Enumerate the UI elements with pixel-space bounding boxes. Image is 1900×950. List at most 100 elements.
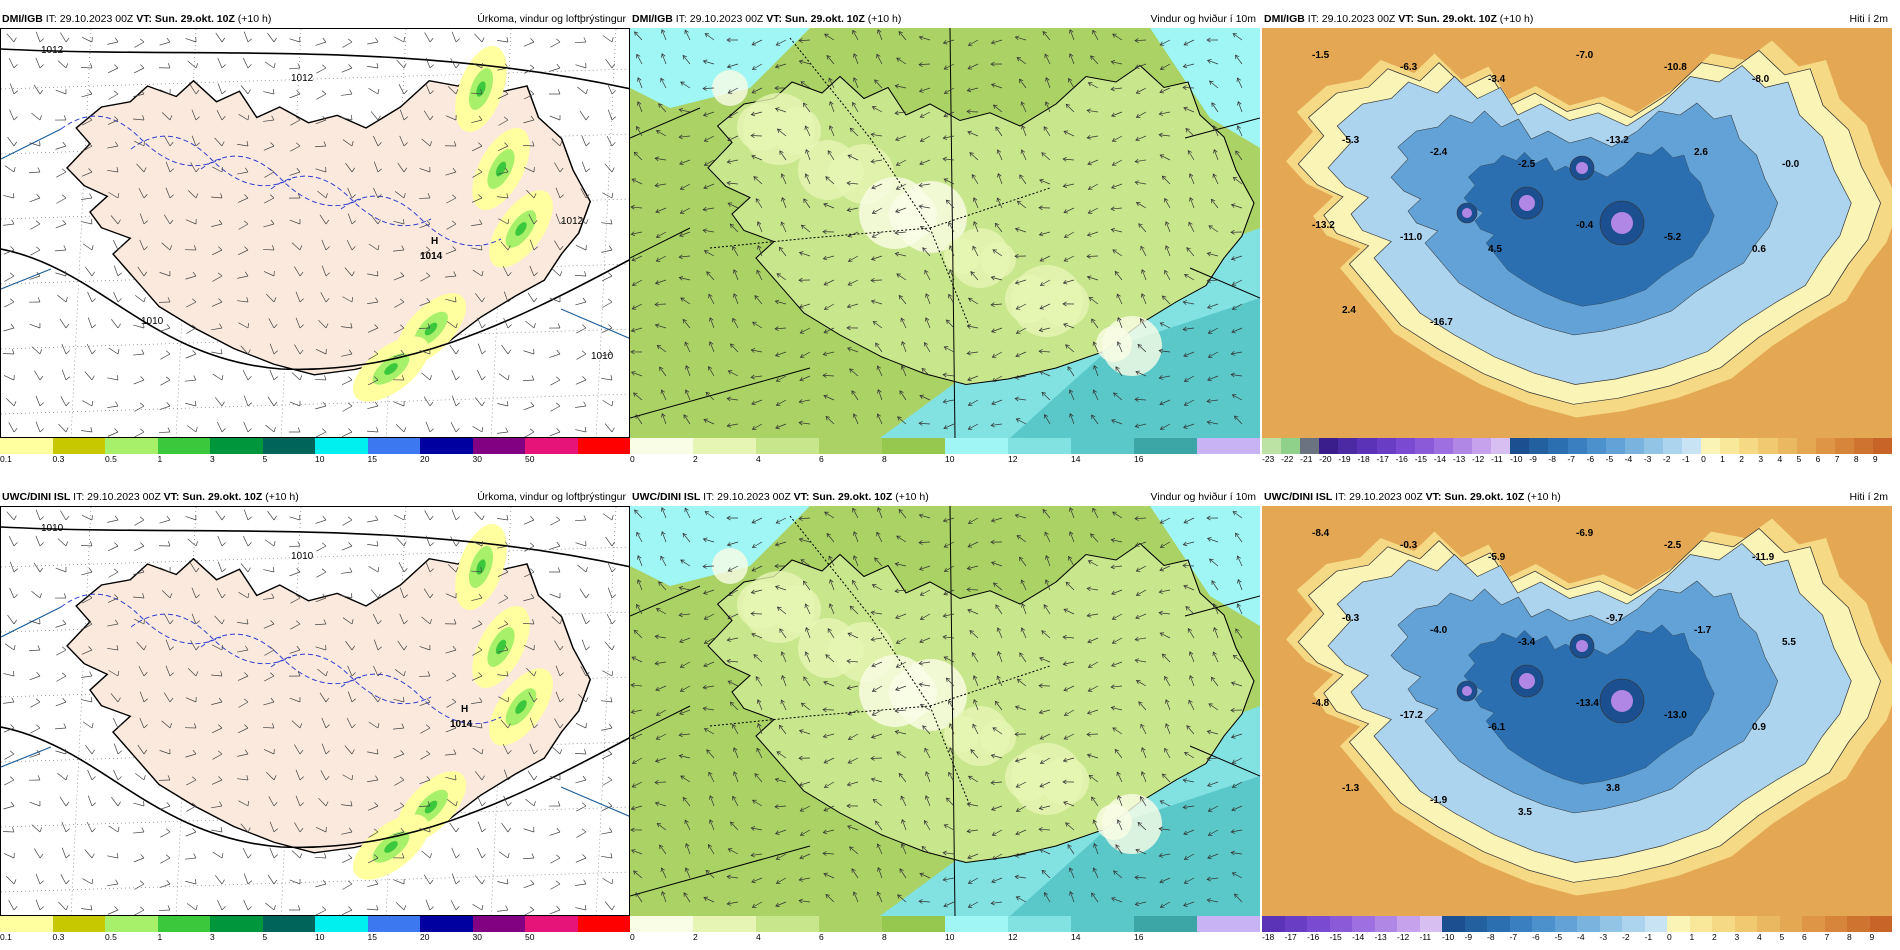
colorbar-swatch <box>105 438 158 454</box>
valid-time: VT: Sun. 29.okt. 10Z <box>766 13 865 25</box>
lead-time: (+10 h) <box>265 491 299 503</box>
colorbar-swatch <box>577 916 630 932</box>
temperature-label: -13.2 <box>1312 220 1335 231</box>
colorbar-swatch <box>1491 438 1511 454</box>
init-time: IT: 29.10.2023 00Z <box>675 13 764 25</box>
colorbar-swatch <box>1815 438 1835 454</box>
init-time: IT: 29.10.2023 00Z <box>1335 491 1423 503</box>
panel-title: Hiti í 2m <box>1849 13 1888 25</box>
temperature-label: 3.8 <box>1606 783 1620 794</box>
init-time: IT: 29.10.2023 00Z <box>73 491 161 503</box>
temperature-label: -4.8 <box>1312 698 1330 709</box>
colorbar-tick: 50 <box>525 454 535 464</box>
colorbar-swatch <box>472 916 525 932</box>
colorbar-tick: -16 <box>1307 932 1320 942</box>
colorbar-tick: -4 <box>1624 454 1633 464</box>
colorbar-swatch <box>1487 916 1510 932</box>
temperature-label: -3.4 <box>1488 74 1506 85</box>
colorbar-swatch <box>1442 916 1465 932</box>
colorbar-tick: 30 <box>472 932 482 942</box>
colorbar-tick: 0.3 <box>52 454 65 464</box>
temperature-label: -2.5 <box>1518 159 1536 170</box>
temperature-label: -5.2 <box>1664 232 1682 243</box>
high-pressure-marker: H <box>461 704 468 715</box>
colorbar-tick: -17 <box>1376 454 1389 464</box>
colorbar-tick: -1 <box>1682 454 1690 464</box>
colorbar-tick: -21 <box>1300 454 1313 464</box>
model-name: UWC/DINI ISL <box>2 491 71 503</box>
colorbar-swatch <box>52 916 105 932</box>
colorbar-tick: -15 <box>1329 932 1342 942</box>
colorbar-swatch <box>1824 916 1847 932</box>
colorbar-tick: 6 <box>819 932 824 942</box>
colorbar-swatch <box>525 438 578 454</box>
colorbar-tick: 4 <box>1757 932 1762 942</box>
colorbar-swatch <box>1712 916 1735 932</box>
lead-time: (+10 h) <box>895 491 929 503</box>
colorbar-tick: -7 <box>1509 932 1518 942</box>
colorbar-swatch <box>1134 916 1197 932</box>
colorbar-tick: 8 <box>882 454 887 464</box>
valid-time: VT: Sun. 29.okt. 10Z <box>136 13 235 25</box>
colorbar-tick: -4 <box>1577 932 1585 942</box>
colorbar-tick: 0.1 <box>0 454 12 464</box>
temperature-scale-ticks: -18 -17 -16 -15 -14 -13 -12 -11 -10 -9 -8 -7 -6 -5 -4-… <box>1262 932 1892 946</box>
valid-time: VT: Sun. 29.okt. 10Z <box>1398 13 1497 25</box>
colorbar-swatch <box>1682 438 1702 454</box>
colorbar-swatch <box>577 438 630 454</box>
lead-time: (+10 h) <box>1527 491 1561 503</box>
colorbar-tick: 12 <box>1008 454 1018 464</box>
colorbar-tick: -5 <box>1554 932 1563 942</box>
colorbar-swatch <box>1605 438 1625 454</box>
colorbar-tick: 0.5 <box>105 454 117 464</box>
colorbar-swatch <box>1472 438 1492 454</box>
colorbar-swatch <box>315 438 368 454</box>
wind-barbs <box>2 509 616 915</box>
panel-precip-bottom: UWC/DINI ISL IT: 29.10.2023 00Z VT: Sun.… <box>0 488 630 948</box>
temperature-colorbar <box>1262 438 1893 454</box>
colorbar-tick: 4 <box>756 454 761 464</box>
colorbar-swatch <box>1329 916 1352 932</box>
colorbar-tick: -7 <box>1567 454 1576 464</box>
colorbar-tick: 15 <box>367 454 377 464</box>
precip-map: 1010 1010 H 1014 <box>0 506 630 916</box>
colorbar-tick: 0 <box>630 932 635 942</box>
colorbar-swatch <box>420 916 473 932</box>
temperature-label: -0.3 <box>1342 613 1360 624</box>
colorbar-tick: -14 <box>1352 932 1365 942</box>
temperature-label: -11.0 <box>1400 232 1423 243</box>
colorbar-swatch <box>1869 916 1892 932</box>
colorbar-swatch <box>1352 916 1375 932</box>
colorbar-swatch <box>1577 916 1600 932</box>
colorbar-tick: -2 <box>1622 932 1630 942</box>
colorbar-swatch <box>1548 438 1568 454</box>
colorbar-swatch <box>1644 916 1667 932</box>
colorbar-tick: 8 <box>1847 932 1852 942</box>
temperature-label: -1.9 <box>1430 795 1448 806</box>
colorbar-swatch <box>882 916 945 932</box>
colorbar-swatch <box>1452 438 1473 454</box>
colorbar-swatch <box>1734 916 1757 932</box>
colorbar-tick: 0 <box>1667 932 1672 942</box>
temperature-label: 0.9 <box>1752 722 1766 733</box>
temperature-label: 3.5 <box>1518 807 1532 818</box>
colorbar-swatch <box>630 916 693 932</box>
temperature-label: -5.9 <box>1488 552 1506 563</box>
temperature-label: -6.1 <box>1488 722 1506 733</box>
temperature-label: -6.3 <box>1400 62 1418 73</box>
isobar-label: 1010 <box>291 551 314 562</box>
colorbar-swatch <box>1284 916 1307 932</box>
isobar-label: 1012 <box>41 45 64 56</box>
colorbar-swatch <box>693 916 756 932</box>
colorbar-tick: -9 <box>1529 454 1537 464</box>
colorbar-swatch <box>630 438 693 454</box>
colorbar-tick: -8 <box>1487 932 1495 942</box>
valid-time: VT: Sun. 29.okt. 10Z <box>163 491 263 503</box>
colorbar-swatch <box>756 438 819 454</box>
temperature-label: -2.4 <box>1430 147 1448 158</box>
precip-colorbar <box>0 916 630 932</box>
colorbar-swatch <box>210 438 263 454</box>
colorbar-tick: 1 <box>157 454 163 464</box>
colorbar-tick: 5 <box>1779 932 1785 942</box>
wind-map <box>630 506 1260 916</box>
